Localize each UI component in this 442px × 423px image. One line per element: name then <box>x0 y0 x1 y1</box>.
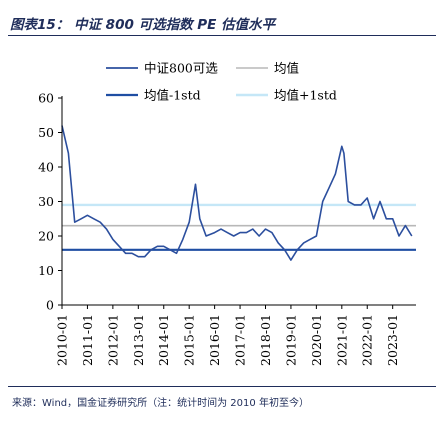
y-tick-label: 50 <box>38 125 54 140</box>
x-tick-label: 2010-01 <box>55 314 70 366</box>
x-tick-label: 2019-01 <box>283 314 298 366</box>
x-tick-label: 2017-01 <box>233 314 248 366</box>
x-tick-label: 2016-01 <box>207 314 222 366</box>
x-tick-label: 2023-01 <box>385 314 400 366</box>
legend-label: 中证800可选 <box>144 61 218 76</box>
x-tick-label: 2014-01 <box>156 314 171 366</box>
title-divider <box>8 35 436 36</box>
legend-label: 均值+1std <box>274 88 337 103</box>
legend-label: 均值-1std <box>144 88 201 103</box>
x-tick-label: 2018-01 <box>258 314 273 366</box>
x-tick-label: 2012-01 <box>105 314 120 366</box>
legend-label: 均值 <box>274 61 299 76</box>
figure-title: 图表15： 中证 800 可选指数 PE 估值水平 <box>10 17 276 33</box>
x-tick-label: 2021-01 <box>334 314 349 366</box>
y-tick-label: 40 <box>38 160 54 175</box>
x-tick-label: 2022-01 <box>360 314 375 366</box>
x-tick-label: 2015-01 <box>182 314 197 366</box>
y-tick-label: 10 <box>38 263 54 278</box>
series-line-pe <box>61 125 413 261</box>
y-tick-label: 30 <box>38 194 54 209</box>
x-tick-label: 2013-01 <box>131 314 146 366</box>
x-tick-label: 2020-01 <box>309 314 324 366</box>
source-divider <box>8 386 436 387</box>
source-note: 来源：Wind，国金证券研究所（注：统计时间为 2010 年初至今） <box>12 398 309 409</box>
y-tick-label: 0 <box>46 298 54 313</box>
x-tick-label: 2011-01 <box>80 314 95 366</box>
y-tick-label: 20 <box>38 229 54 244</box>
y-tick-label: 60 <box>38 91 54 106</box>
